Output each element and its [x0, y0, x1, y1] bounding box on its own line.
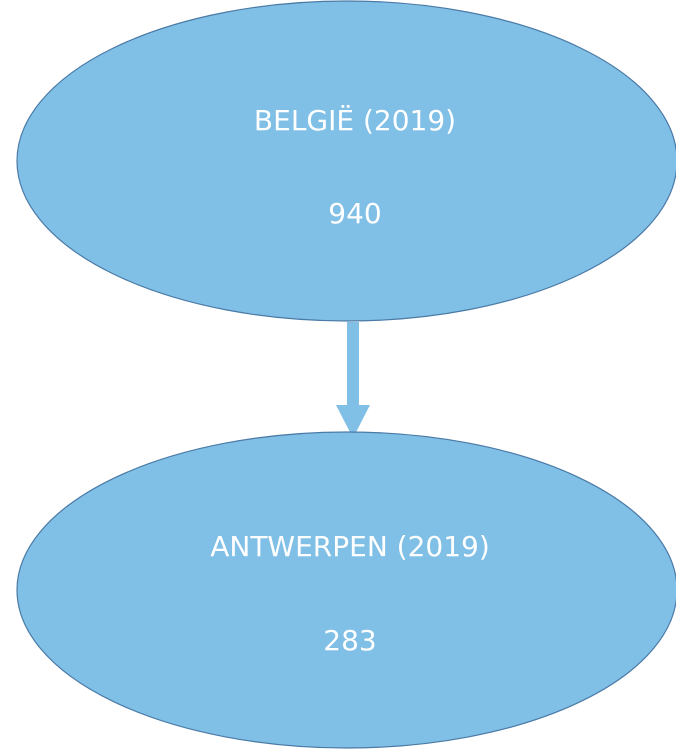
node-value: 940: [328, 197, 381, 230]
node-value: 283: [323, 624, 376, 657]
node-label: ANTWERPEN (2019): [210, 530, 490, 563]
arrow-head: [336, 405, 370, 438]
node-ellipse: [16, 0, 676, 322]
arrow-shaft: [347, 322, 359, 406]
node-ellipse: [16, 431, 676, 749]
node-label: BELGIË (2019): [254, 104, 456, 137]
